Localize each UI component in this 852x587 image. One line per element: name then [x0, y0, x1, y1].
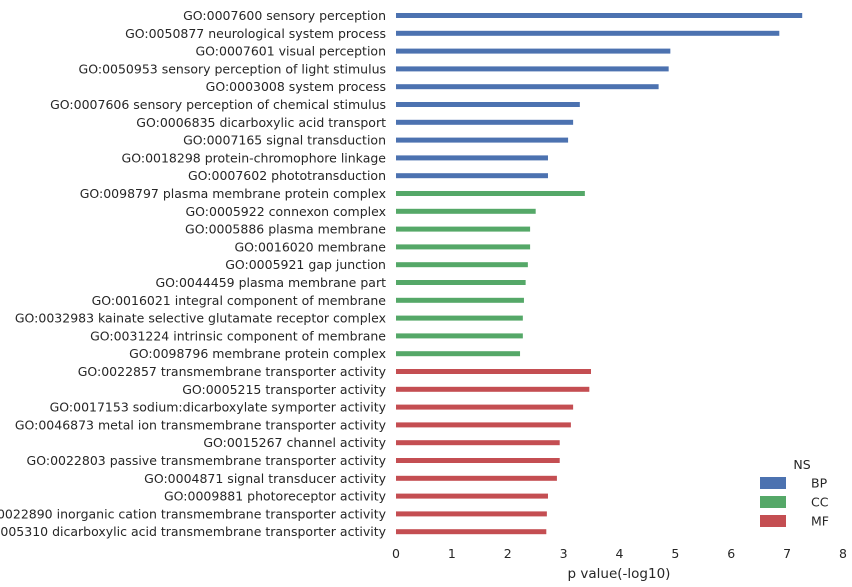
category-label: GO:0016021 integral component of membran… [92, 293, 387, 308]
x-tick-label: 4 [616, 546, 624, 561]
x-tick-label: 5 [671, 546, 679, 561]
bar [396, 511, 547, 517]
category-label: GO:0007601 visual perception [195, 44, 386, 59]
bar [396, 30, 780, 36]
x-tick-label: 3 [560, 546, 568, 561]
bar [396, 13, 803, 18]
legend: NS BP CC MF [760, 457, 829, 529]
category-label: GO:0022857 transmembrane transporter act… [78, 364, 387, 379]
category-label: GO:0017153 sodium:dicarboxylate symporte… [50, 400, 387, 415]
category-label: GO:0003008 system process [206, 79, 386, 94]
legend-swatch [760, 496, 786, 508]
bar [396, 48, 671, 54]
legend-label: MF [811, 514, 829, 529]
bar [396, 493, 548, 499]
bar [396, 191, 585, 196]
category-label: GO:0005922 connexon complex [185, 204, 386, 219]
x-tick-label: 2 [504, 546, 512, 561]
category-label: GO:0004871 signal transducer activity [144, 471, 386, 486]
x-axis-title: p value(-log10) [568, 566, 671, 582]
bar [396, 529, 547, 535]
category-label: GO:0015267 channel activity [203, 435, 386, 450]
x-tick-labels-group: 0 1 2 3 4 5 6 7 8 [392, 546, 847, 561]
category-label: GO:0007165 signal transduction [183, 133, 386, 148]
bar [396, 84, 659, 90]
bar [396, 404, 574, 410]
x-tick-label: 7 [783, 546, 791, 561]
category-label: GO:0022803 passive transmembrane transpo… [27, 453, 387, 468]
category-label: GO:0009881 photoreceptor activity [164, 489, 387, 504]
category-labels-group: GO:0007600 sensory perception GO:0050877 … [0, 8, 387, 539]
bar [396, 208, 536, 214]
bar [396, 102, 580, 107]
category-label: GO:0007602 phototransduction [188, 168, 386, 183]
category-label: GO:0005886 plasma membrane [185, 222, 386, 237]
category-label: GO:0031224 intrinsic component of membra… [90, 328, 386, 343]
category-label: GO:0032983 kainate selective glutamate r… [15, 311, 386, 326]
bar [396, 440, 560, 446]
x-tick-label: 6 [727, 546, 735, 561]
legend-label: BP [811, 476, 828, 491]
bar [396, 315, 523, 321]
category-label: GO:0050953 sensory perception of light s… [79, 61, 386, 76]
category-label: GO:0005215 transporter activity [182, 382, 386, 397]
bars-group [396, 13, 803, 535]
x-tick-label: 8 [839, 546, 847, 561]
x-tick-label: 1 [448, 546, 456, 561]
bar [396, 155, 548, 161]
category-label: GO:0007606 sensory perception of chemica… [50, 97, 386, 112]
category-label: GO:0005921 gap junction [225, 257, 386, 272]
bar [396, 119, 574, 125]
bar [396, 66, 669, 72]
category-label: GO:0050877 neurological system process [125, 26, 386, 41]
category-label: GO:0016020 membrane [234, 239, 386, 254]
bar [396, 458, 560, 463]
bar [396, 333, 523, 339]
category-label: GO:0098796 membrane protein complex [129, 346, 386, 361]
bar [396, 262, 528, 268]
category-label: GO:0006835 dicarboxylic acid transport [136, 115, 386, 130]
x-tick-label: 0 [392, 546, 400, 561]
bar [396, 226, 531, 232]
bar [396, 280, 526, 285]
legend-swatch [760, 515, 786, 527]
bar [396, 422, 571, 428]
category-label: GO:0007600 sensory perception [183, 8, 386, 23]
bar [396, 475, 557, 481]
bar [396, 386, 590, 392]
bar [396, 297, 524, 303]
category-label: GO:0022890 inorganic cation transmembran… [0, 506, 387, 521]
bar [396, 244, 531, 250]
legend-title: NS [793, 457, 810, 472]
legend-swatch [760, 477, 786, 489]
bar [396, 137, 569, 143]
category-label: GO:0018298 protein-chromophore linkage [122, 150, 387, 165]
category-label: GO:0044459 plasma membrane part [155, 275, 386, 290]
bar [396, 351, 521, 357]
bar [396, 369, 592, 374]
category-label: GO:0046873 metal ion transmembrane trans… [15, 417, 387, 432]
legend-label: CC [811, 495, 829, 510]
category-label: GO:0098797 plasma membrane protein compl… [80, 186, 386, 201]
bar [396, 173, 548, 179]
category-label: GO:0005310 dicarboxylic acid transmembra… [0, 524, 387, 539]
